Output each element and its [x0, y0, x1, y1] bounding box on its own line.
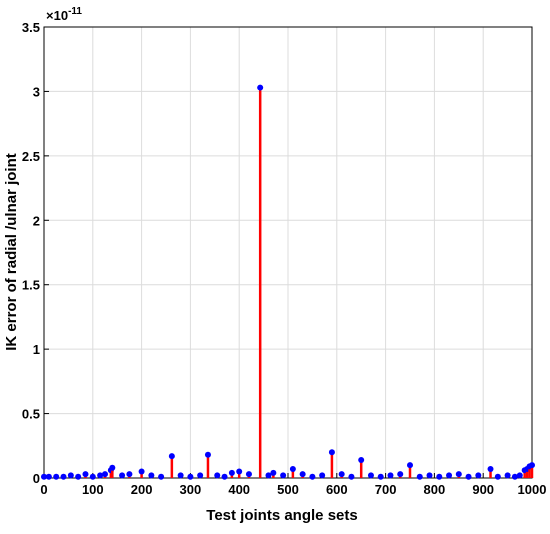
- stem-marker: [465, 473, 472, 480]
- stem-marker: [102, 471, 108, 478]
- stem-marker: [289, 465, 296, 472]
- stem-marker: [407, 462, 413, 469]
- stem-marker: [257, 84, 264, 91]
- stem-marker: [455, 471, 462, 478]
- y-tick-label: 2: [33, 213, 40, 228]
- stem-marker: [168, 453, 175, 460]
- y-scale-label: ×10-11: [46, 6, 82, 23]
- stem-marker: [377, 473, 384, 480]
- stem-marker: [177, 472, 184, 479]
- stem-marker: [475, 472, 482, 479]
- stem-marker: [126, 471, 133, 478]
- plot-frame: [43, 26, 533, 479]
- x-tick-label: 400: [228, 482, 250, 497]
- stem-marker: [89, 473, 96, 480]
- stem-marker: [426, 472, 433, 479]
- stem-marker: [397, 471, 404, 478]
- stem-marker: [41, 473, 47, 480]
- y-tick-label: 2.5: [22, 149, 40, 164]
- x-tick-label: 600: [326, 482, 348, 497]
- y-tick-label: 3.5: [22, 20, 40, 35]
- x-tick-label: 100: [82, 482, 104, 497]
- x-tick-label: 500: [277, 482, 299, 497]
- stem-marker: [60, 473, 67, 480]
- x-tick-label: 700: [375, 482, 397, 497]
- x-tick-label: 800: [424, 482, 446, 497]
- stem-marker: [197, 472, 204, 479]
- y-scale-exponent: -11: [68, 6, 82, 17]
- stem-marker: [187, 473, 194, 480]
- stem-marker: [204, 451, 211, 458]
- stem-marker: [416, 473, 423, 480]
- stem-marker: [245, 471, 252, 478]
- x-tick-label: 300: [180, 482, 202, 497]
- stem-marker: [436, 473, 443, 480]
- stem-marker: [45, 473, 52, 480]
- stem-marker: [236, 468, 243, 475]
- stem-marker: [299, 471, 306, 478]
- stem-marker: [214, 472, 221, 479]
- x-tick-label: 900: [472, 482, 494, 497]
- stem-marker: [511, 473, 518, 480]
- stem-marker: [358, 456, 365, 463]
- stem-marker: [328, 449, 335, 456]
- stem-marker: [504, 472, 511, 479]
- stem-marker: [367, 472, 374, 479]
- stem-marker: [487, 465, 494, 472]
- stem-marker: [119, 472, 126, 479]
- stem-marker: [53, 473, 60, 480]
- stem-marker: [138, 468, 145, 475]
- stem-marker: [158, 473, 165, 480]
- stem-marker: [82, 471, 89, 478]
- stem-marker: [446, 472, 453, 479]
- x-tick-label: 200: [131, 482, 153, 497]
- y-tick-label: 3: [33, 84, 40, 99]
- y-tick-label: 0.5: [22, 407, 40, 422]
- x-tick-label: 0: [40, 482, 47, 497]
- y-axis-label: IK error of radial /ulnar joint: [3, 153, 20, 351]
- y-tick-label: 1.5: [22, 278, 40, 293]
- stem-marker: [265, 472, 272, 479]
- stem-marker: [387, 472, 394, 479]
- stem-marker: [280, 472, 287, 479]
- stem-marker: [221, 473, 228, 480]
- stem-marker: [270, 469, 277, 476]
- stem-marker: [75, 473, 82, 480]
- stem-marker: [67, 472, 74, 479]
- stem-marker: [529, 462, 535, 469]
- x-axis-label: Test joints angle sets: [206, 507, 357, 524]
- y-scale-base: ×10: [46, 8, 68, 23]
- stem-marker: [516, 472, 523, 479]
- x-tick-label: 1000: [518, 482, 547, 497]
- stem-marker: [309, 473, 316, 480]
- stem-marker: [109, 464, 116, 471]
- stem-marker: [338, 471, 345, 478]
- stem-marker: [494, 473, 501, 480]
- stem-marker: [148, 472, 155, 479]
- stem-marker: [97, 472, 104, 479]
- y-tick-label: 0: [33, 471, 40, 486]
- y-tick-label: 1: [33, 342, 40, 357]
- stem-marker: [348, 473, 355, 480]
- stem-marker: [319, 472, 326, 479]
- stem-marker: [228, 469, 235, 476]
